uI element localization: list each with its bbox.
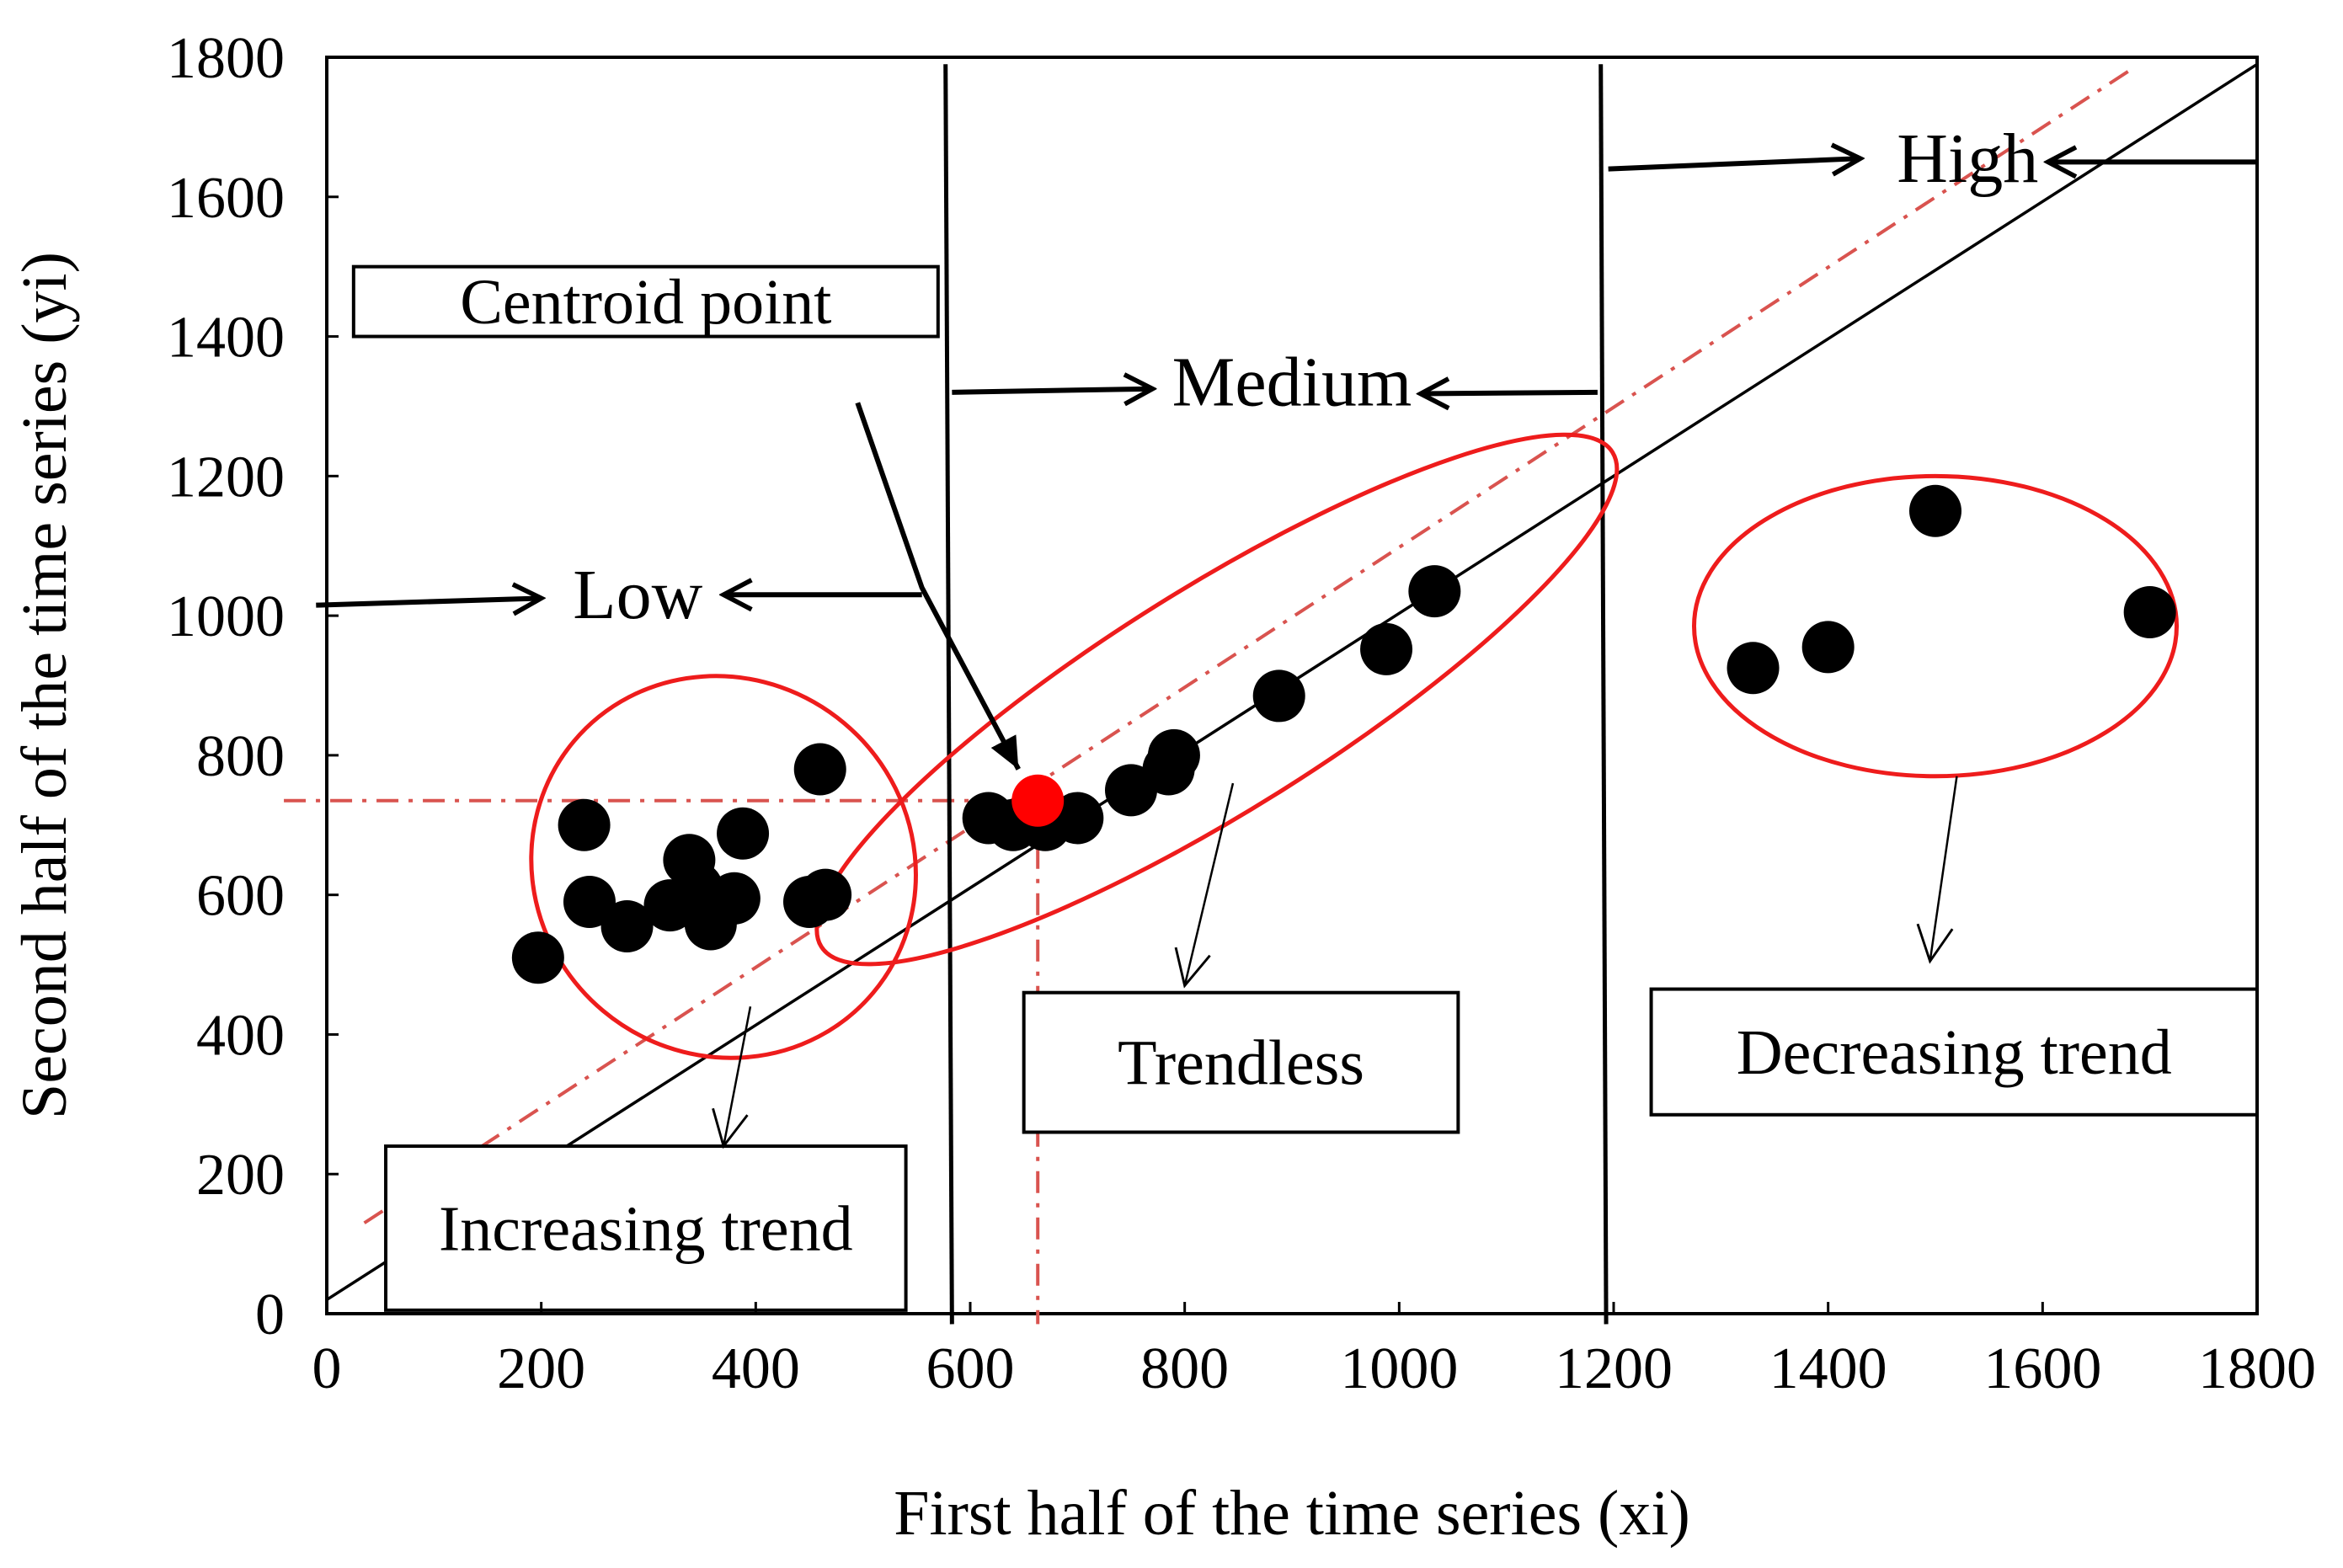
class-boundary-1	[1598, 64, 1609, 1325]
y-tick-label-6: 1200	[167, 445, 285, 509]
annotation-box-1	[384, 1144, 908, 1312]
data-point-2-1	[1801, 621, 1855, 674]
data-point-2-3	[2123, 585, 2176, 638]
data-point-2-0	[1727, 642, 1780, 695]
annotation-label-2: Trendless	[1118, 1028, 1364, 1099]
x-tick-label-9: 1800	[2198, 1336, 2316, 1401]
x-tick-label-2: 400	[712, 1336, 800, 1401]
region-label-high: High	[1897, 120, 2038, 198]
region-arrow-low-0	[316, 598, 541, 605]
annotation-pointer-3	[1916, 776, 1958, 964]
data-point-0-12	[799, 868, 852, 921]
y-tick-label-3: 600	[196, 864, 285, 929]
data-point-1-9	[1408, 565, 1461, 618]
data-point-0-0	[511, 931, 564, 984]
x-tick-label-3: 600	[926, 1336, 1015, 1401]
data-point-0-1	[558, 798, 611, 851]
annotation-box-3	[1649, 987, 2259, 1117]
class-boundaries	[943, 64, 1609, 1325]
cluster-ellipse-0	[529, 674, 918, 1060]
annotation-label-3: Decreasing trend	[1737, 1017, 2172, 1088]
x-axis-title: First half of the time series (xi)	[894, 1478, 1690, 1549]
axes: 0 200 400 600 800 1000 1200 1400 1600 1800 0 200 400…	[9, 26, 2316, 1549]
annotation-pointer-1	[712, 1006, 752, 1149]
data-point-1-6	[1147, 728, 1200, 781]
annotation-box-0	[351, 264, 940, 339]
annotation-pointer-2	[1174, 782, 1235, 989]
x-tick-label-0: 0	[312, 1336, 342, 1401]
x-tick-label-8: 1600	[1983, 1336, 2101, 1401]
y-tick-label-1: 200	[196, 1143, 285, 1208]
y-tick-label-0: 0	[255, 1283, 285, 1347]
cluster-ellipse-1	[814, 432, 1620, 967]
annotation-box-2	[1022, 990, 1460, 1134]
data-point-0-8	[707, 872, 761, 925]
data-points	[511, 484, 2176, 984]
y-tick-label-8: 1600	[167, 166, 285, 231]
annotation-label-1: Increasing trend	[439, 1193, 853, 1264]
y-axis-title: Second half of the time series (yi)	[9, 252, 80, 1119]
reference-line-1	[363, 66, 2135, 1224]
region-arrow-medium-2	[952, 389, 1152, 392]
data-point-1-8	[1360, 622, 1413, 675]
region-arrow-medium-3	[1421, 392, 1598, 394]
x-tick-label-1: 200	[497, 1336, 585, 1401]
class-boundary-0	[943, 64, 954, 1325]
region-label-low: Low	[573, 556, 702, 634]
data-point-2-2	[1909, 484, 1961, 537]
data-point-0-11	[793, 743, 846, 796]
annotation-pointer-0	[855, 402, 1021, 771]
region-labels: Low Medium High	[316, 120, 2257, 634]
annotations: Centroid point Increasing trend Trendless D…	[351, 264, 2259, 1312]
y-tick-label-7: 1400	[167, 306, 285, 371]
y-tick-label-4: 800	[196, 724, 285, 789]
data-point-1-3	[1051, 792, 1104, 845]
y-tick-label-2: 400	[196, 1003, 285, 1068]
cluster-ellipse-2	[1692, 473, 2179, 779]
centroid-point	[1011, 774, 1065, 827]
x-tick-label-4: 800	[1140, 1336, 1229, 1401]
region-label-medium: Medium	[1172, 343, 1412, 421]
x-tick-label-5: 1000	[1340, 1336, 1458, 1401]
data-point-0-9	[717, 807, 770, 860]
y-tick-label-5: 1000	[167, 584, 285, 649]
x-tick-label-6: 1200	[1555, 1336, 1673, 1401]
cluster-ellipses	[529, 432, 2179, 1060]
y-tick-label-9: 1800	[167, 26, 285, 91]
annotation-label-0: Centroid point	[460, 267, 831, 338]
data-point-0-2	[563, 875, 616, 928]
region-arrow-high-4	[1608, 158, 1860, 168]
data-point-1-7	[1252, 669, 1305, 723]
x-tick-label-7: 1400	[1769, 1336, 1887, 1401]
data-point-0-3	[600, 899, 654, 952]
